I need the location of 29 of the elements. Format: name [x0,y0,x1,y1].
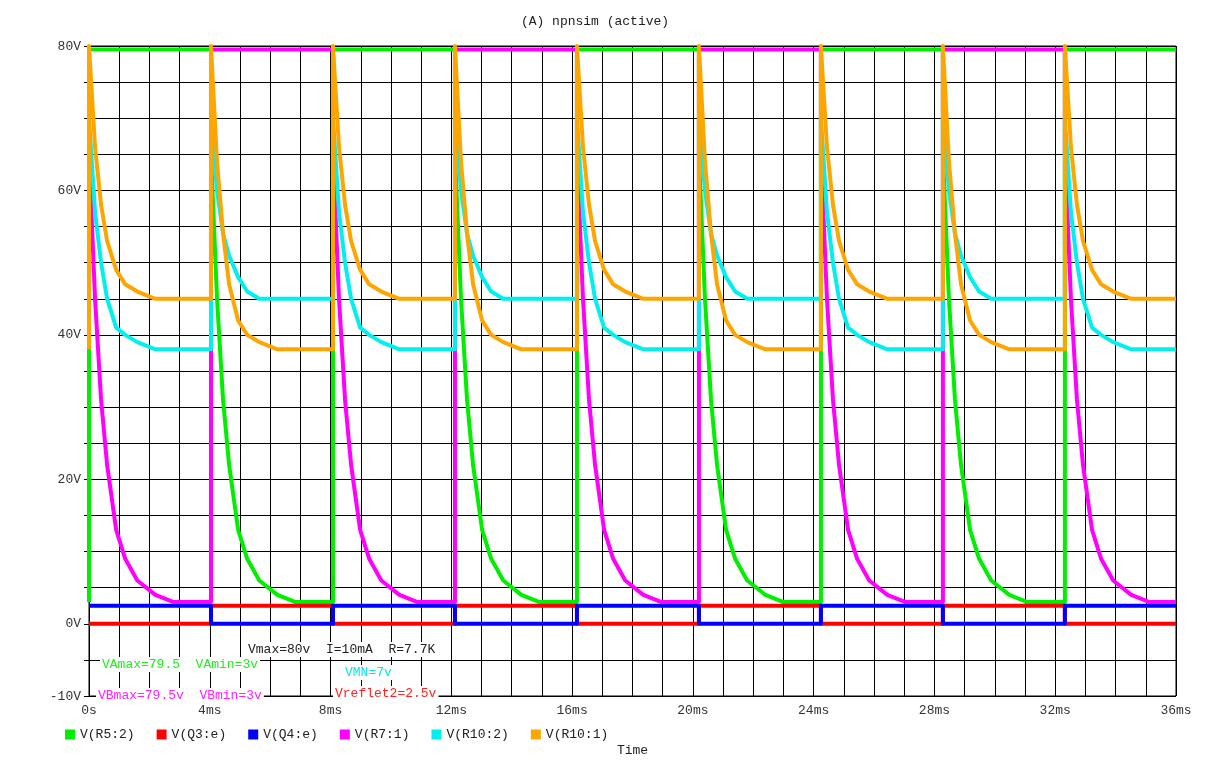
x-tick-label: 8ms [318,703,343,718]
legend-label: V(R7:1) [354,727,410,742]
x-tick-label: 12ms [435,703,467,718]
legend-label: V(Q3:e) [171,727,227,742]
legend-label: V(R10:2) [446,727,509,742]
x-tick-label: 16ms [556,703,588,718]
legend-label: V(Q4:e) [263,727,318,742]
x-tick-label: 20ms [677,703,709,718]
annotation: VAmax=79.5 VAmin=3v [102,657,259,672]
x-tick-label: 36ms [1160,703,1192,718]
y-tick-label: 20V [57,471,82,487]
y-tick-label: 80V [57,38,82,54]
annotation: Vreflet2=2.5v [335,686,437,701]
x-tick-label: 4ms [198,703,222,718]
annotation: VBmax=79.5v VBmin=3v [98,688,263,703]
x-tick-label: 32ms [1039,703,1071,718]
y-tick-label: -10V [49,688,82,704]
annotation: Vmax=80v I=10mA R=7.7K [248,642,436,657]
x-tick-label: 24ms [798,703,830,718]
y-tick-label: 0V [65,616,82,632]
y-tick-label: 40V [57,327,82,343]
x-tick-label: 28ms [918,703,951,718]
chart-title: (A) npnsim (active) [520,14,670,29]
y-tick-label: 60V [57,182,82,198]
annotation: VMN=7v [345,665,393,680]
x-axis-title: Time [616,743,649,758]
legend-label: V(R5:2) [80,727,135,742]
legend-label: V(R10:1) [545,727,609,742]
x-tick-label: 0s [81,703,97,718]
